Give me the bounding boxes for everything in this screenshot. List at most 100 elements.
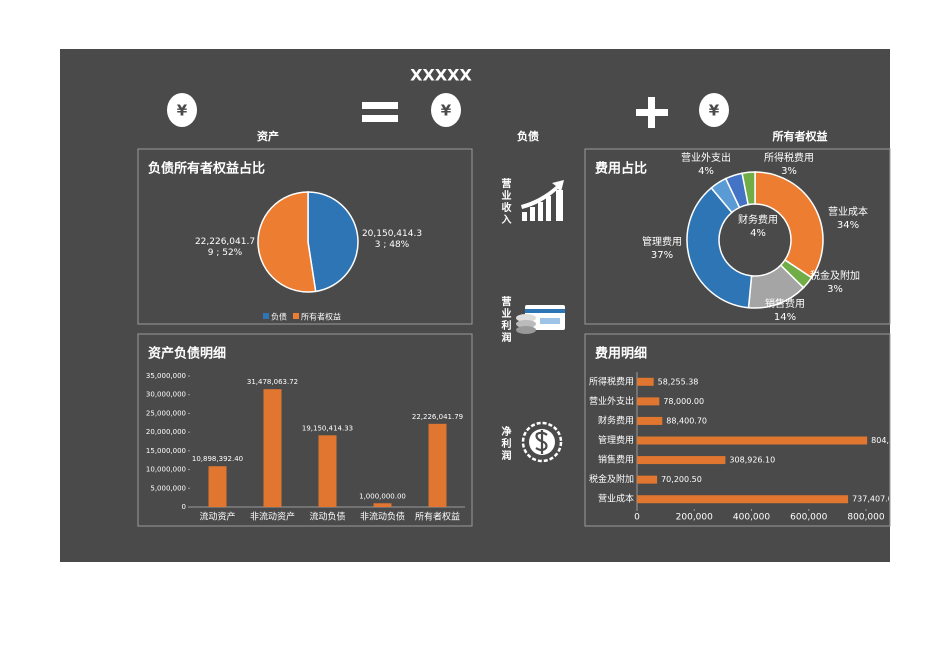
data-label: 34% — [837, 220, 859, 231]
data-label: 308,926.10 — [729, 456, 775, 465]
bar — [428, 423, 447, 507]
x-tick-label: 200,000 — [676, 513, 713, 523]
bar — [373, 503, 392, 507]
y-tick-label: 25,000,000 — [146, 409, 186, 417]
data-label: 31,478,063.72 — [247, 378, 298, 386]
data-label: 营业成本 — [828, 205, 868, 218]
indicator-label: 净利润 — [499, 425, 511, 462]
x-tick-label: 流动资产 — [199, 511, 235, 523]
data-label: 3% — [781, 166, 797, 177]
data-label: 19,150,414.33 — [302, 424, 353, 432]
data-label: 1,000,000.00 — [359, 492, 406, 500]
data-label: 804,000.00 — [871, 436, 917, 445]
x-tick-label: 非流动负债 — [360, 511, 405, 523]
x-tick-label: 0 — [634, 513, 640, 523]
x-tick-label: 所有者权益 — [415, 511, 460, 523]
label: 负债 — [517, 129, 539, 143]
donut-slice — [754, 171, 824, 279]
legend-label: 负债 — [271, 312, 287, 322]
icon — [167, 93, 197, 127]
bar — [637, 495, 849, 504]
data-label: 22,226,041.79 — [412, 413, 463, 421]
x-tick-label: 非流动资产 — [250, 511, 295, 523]
bar — [318, 435, 337, 507]
bar — [208, 466, 227, 507]
equals-sign — [362, 102, 398, 109]
equation: ¥ ¥ ¥ 资产 负债 所有者权益 — [167, 93, 828, 143]
x-tick-label: 600,000 — [790, 513, 827, 523]
data-label: 税金及附加 — [810, 269, 860, 282]
label: 所有者权益 — [773, 129, 828, 143]
bar — [637, 475, 658, 484]
icon — [699, 93, 729, 127]
y-tick-label: 20,000,000 — [146, 428, 186, 436]
currency-icon: ¥ — [177, 102, 188, 120]
chart-box — [137, 148, 473, 325]
plot: 0 200,000 400,000 600,000 800,000 58,255.38 所得… — [589, 372, 917, 523]
bar — [637, 436, 868, 445]
indicator-label: 营业收入 — [499, 177, 511, 226]
data-label: 4% — [698, 166, 714, 177]
bar — [263, 389, 282, 507]
icon — [431, 93, 461, 127]
growth-icon — [521, 180, 564, 221]
donut-slice — [741, 171, 756, 206]
data-label: 3% — [827, 284, 843, 295]
chart-box — [584, 148, 891, 325]
data-label: 37% — [651, 250, 673, 261]
x-tick-label: 800,000 — [847, 513, 884, 523]
chart-title: 费用明细 — [595, 346, 647, 362]
x-tick-label: 流动负债 — [309, 511, 345, 523]
y-tick-label: 35,000,000 — [146, 372, 186, 380]
data-label: 10,898,392.40 — [192, 455, 243, 463]
card-icon — [516, 305, 565, 334]
data-label: 88,400.70 — [666, 416, 707, 425]
indicator-label: 营业利润 — [499, 295, 511, 344]
data-label: 所得税费用 — [764, 151, 814, 164]
plus-sign — [648, 97, 655, 128]
data-label: 营业外支出 — [681, 151, 731, 164]
y-tick-label: 0 — [182, 503, 186, 511]
data-label: 20,150,414.3 3 ; 48% — [362, 229, 422, 250]
pie-slice — [307, 191, 359, 293]
data-label: 58,255.38 — [658, 377, 699, 386]
label: 资产 — [257, 129, 279, 143]
y-tick-label: 管理费用 — [598, 434, 634, 446]
y-tick-label: 财务费用 — [598, 414, 634, 426]
bar — [637, 456, 726, 465]
bar — [637, 416, 663, 425]
x-tick-label: 400,000 — [733, 513, 770, 523]
currency-icon: ¥ — [441, 102, 452, 120]
pie-slice — [257, 191, 317, 293]
y-tick-label: 税金及附加 — [589, 473, 634, 485]
y-tick-label: 所得税费用 — [589, 375, 634, 387]
legend-swatch — [263, 313, 269, 319]
data-label: 销售费用 — [765, 297, 805, 310]
coin-icon — [521, 421, 563, 463]
y-tick-label: 5,000,000 — [150, 484, 186, 492]
data-label: 财务费用 — [738, 213, 778, 226]
legend-swatch — [293, 313, 299, 319]
donut-slice — [686, 186, 753, 309]
chart-box — [137, 333, 473, 527]
currency-icon: ¥ — [709, 102, 720, 120]
equals-sign — [362, 115, 398, 122]
bar — [637, 397, 660, 406]
chart-title: 负债所有者权益占比 — [148, 161, 265, 177]
data-label: 22,226,041.7 9 ; 52% — [195, 237, 255, 258]
legend-label: 所有者权益 — [301, 312, 341, 322]
y-tick-label: 营业外支出 — [589, 395, 634, 407]
y-tick-label: 10,000,000 — [146, 466, 186, 474]
data-label: 78,000.00 — [663, 397, 704, 406]
bar — [637, 377, 654, 386]
data-label: 14% — [774, 312, 796, 323]
y-tick-label: 30,000,000 — [146, 391, 186, 399]
data-label: 70,200.50 — [661, 475, 702, 484]
indicators: 营业收入 营业利润 净利润 — [499, 177, 565, 463]
chart-title: 费用占比 — [595, 161, 647, 177]
chart-box — [584, 333, 891, 527]
y-tick-label: 15,000,000 — [146, 447, 186, 455]
y-tick-label: 销售费用 — [598, 454, 634, 466]
data-label: 管理费用 — [642, 235, 682, 248]
